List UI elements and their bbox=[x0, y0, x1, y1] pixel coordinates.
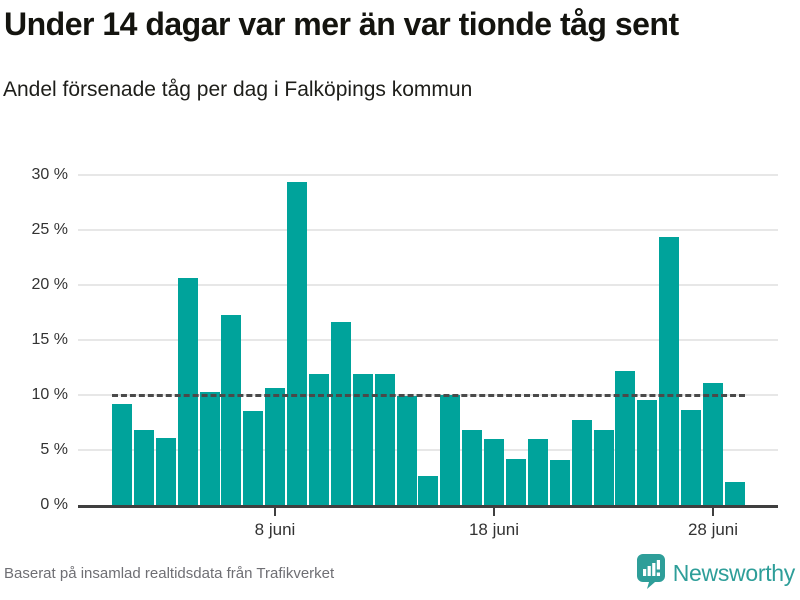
bar-22-juni bbox=[571, 420, 592, 505]
gridline-30-percent bbox=[78, 174, 778, 176]
bar-29-juni bbox=[724, 482, 745, 505]
bar-24-juni bbox=[615, 371, 636, 505]
gridline-15-percent bbox=[78, 339, 778, 341]
y-axis-label-30: 30 % bbox=[31, 166, 68, 183]
bar-15-juni bbox=[418, 476, 439, 505]
bar-11-juni bbox=[330, 322, 351, 505]
bar-20-juni bbox=[527, 439, 548, 505]
x-axis-label-18-juni: 18 juni bbox=[468, 520, 520, 539]
x-tick-28-juni bbox=[712, 508, 714, 516]
newsworthy-chart-bubble-icon bbox=[636, 553, 666, 594]
bar-12-juni bbox=[352, 374, 373, 505]
bar-27-juni bbox=[681, 410, 702, 505]
y-axis-label-15: 15 % bbox=[31, 331, 68, 348]
y-axis-label-25: 25 % bbox=[31, 221, 68, 238]
gridline-25-percent bbox=[78, 229, 778, 231]
gridline-5-percent bbox=[78, 449, 778, 451]
bar-13-juni bbox=[374, 374, 395, 505]
bar-6-juni bbox=[221, 315, 242, 505]
x-tick-18-juni bbox=[493, 508, 495, 516]
page-title: Under 14 dagar var mer än var tionde tåg… bbox=[4, 6, 679, 42]
bar-9-juni bbox=[287, 182, 308, 505]
y-axis-label-0: 0 % bbox=[40, 496, 68, 513]
x-tick-8-juni bbox=[274, 508, 276, 516]
newsworthy-logo: Newsworthy bbox=[636, 553, 796, 594]
x-axis-label-8-juni: 8 juni bbox=[254, 520, 296, 539]
y-axis-label-20: 20 % bbox=[31, 276, 68, 293]
bar-17-juni bbox=[462, 430, 483, 505]
bar-8-juni bbox=[265, 388, 286, 505]
bar-7-juni bbox=[243, 411, 264, 505]
bar-26-juni bbox=[659, 237, 680, 505]
bar-28-juni bbox=[703, 383, 724, 505]
bar-18-juni bbox=[484, 439, 505, 505]
reference-line-10-percent bbox=[112, 394, 745, 397]
bar-chart-plot-area: 0 % 5 % 10 % 15 % 20 % 25 % 30 % 8 juni 18 juni… bbox=[32, 166, 778, 539]
bar-23-juni bbox=[593, 430, 614, 505]
bar-2-juni bbox=[133, 430, 154, 505]
gridline-20-percent bbox=[78, 284, 778, 286]
chart-subtitle: Andel försenade tåg per dag i Falköpings… bbox=[3, 78, 473, 101]
newsworthy-logo-text: Newsworthy bbox=[672, 560, 796, 586]
bar-5-juni bbox=[199, 392, 220, 505]
bar-19-juni bbox=[506, 459, 527, 505]
chart-footer: Baserat på insamlad realtidsdata från Tr… bbox=[0, 553, 800, 600]
bar-25-juni bbox=[637, 400, 658, 505]
bar-21-juni bbox=[549, 460, 570, 505]
source-attribution: Baserat på insamlad realtidsdata från Tr… bbox=[4, 565, 335, 582]
bar-3-juni bbox=[155, 438, 176, 505]
bar-16-juni bbox=[440, 395, 461, 505]
bar-4-juni bbox=[177, 278, 198, 505]
bar-1-juni bbox=[112, 404, 132, 505]
bar-10-juni bbox=[309, 374, 330, 505]
bar-series bbox=[112, 175, 745, 505]
y-axis-label-5: 5 % bbox=[40, 441, 68, 458]
x-axis-line bbox=[78, 505, 778, 508]
bar-14-juni bbox=[396, 396, 417, 505]
y-axis-label-10: 10 % bbox=[31, 386, 68, 403]
x-axis-label-28-juni: 28 juni bbox=[687, 520, 739, 539]
